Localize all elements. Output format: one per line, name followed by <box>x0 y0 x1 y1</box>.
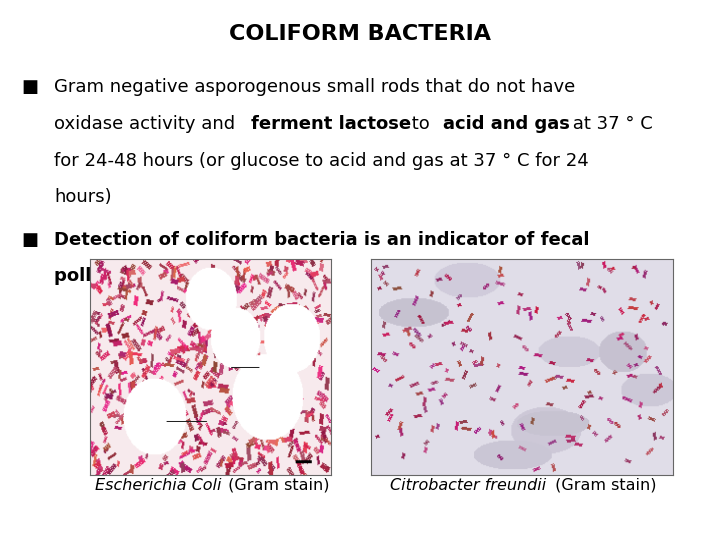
Text: (Gram stain): (Gram stain) <box>550 478 657 493</box>
Text: hours): hours) <box>54 188 112 206</box>
Text: (Gram stain): (Gram stain) <box>222 478 329 493</box>
Text: for 24-48 hours (or glucose to acid and gas at 37 ° C for 24: for 24-48 hours (or glucose to acid and … <box>54 152 589 170</box>
Text: acid and gas: acid and gas <box>443 115 570 133</box>
Text: ferment lactose: ferment lactose <box>251 115 411 133</box>
Text: ■: ■ <box>22 231 39 248</box>
Text: COLIFORM BACTERIA: COLIFORM BACTERIA <box>229 24 491 44</box>
Text: pollution of water: pollution of water <box>54 267 235 285</box>
Text: oxidase activity and: oxidase activity and <box>54 115 241 133</box>
Text: Citrobacter freundii: Citrobacter freundii <box>390 478 546 493</box>
Text: Escherichia Coli: Escherichia Coli <box>95 478 221 493</box>
Text: ■: ■ <box>22 78 39 96</box>
Text: Gram negative asporogenous small rods that do not have: Gram negative asporogenous small rods th… <box>54 78 575 96</box>
Text: Detection of coliform bacteria is an indicator of fecal: Detection of coliform bacteria is an ind… <box>54 231 590 248</box>
Text: to: to <box>405 115 435 133</box>
Text: at 37 ° C: at 37 ° C <box>567 115 652 133</box>
